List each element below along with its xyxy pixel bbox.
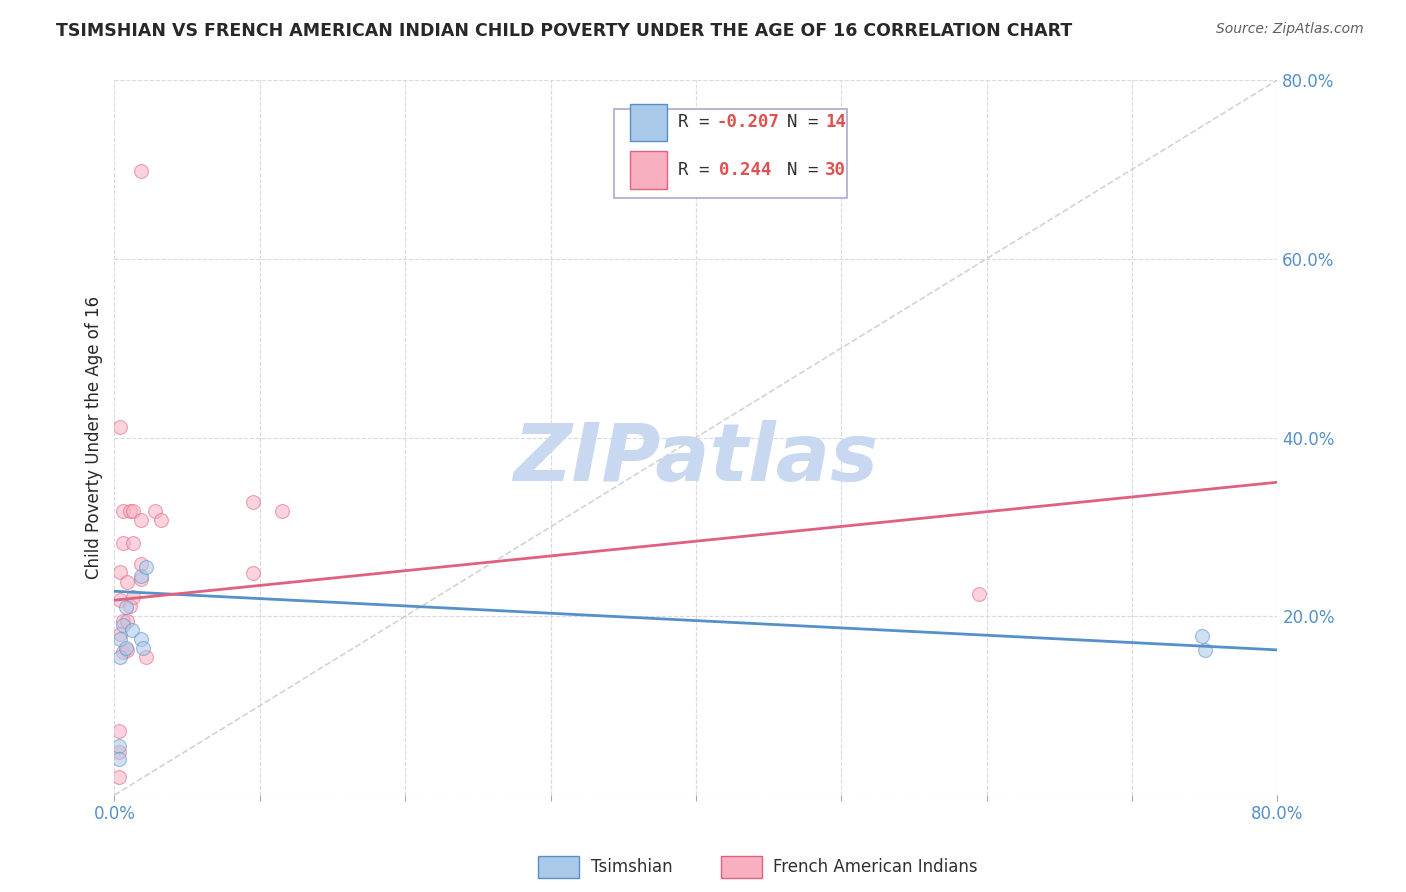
Text: ZIPatlas: ZIPatlas xyxy=(513,420,879,498)
Text: TSIMSHIAN VS FRENCH AMERICAN INDIAN CHILD POVERTY UNDER THE AGE OF 16 CORRELATIO: TSIMSHIAN VS FRENCH AMERICAN INDIAN CHIL… xyxy=(56,22,1073,40)
Point xyxy=(107,752,129,766)
Point xyxy=(112,614,135,628)
Point xyxy=(149,513,172,527)
Point xyxy=(107,770,129,784)
Point xyxy=(122,590,145,604)
Text: 14: 14 xyxy=(825,113,846,131)
FancyBboxPatch shape xyxy=(614,109,846,198)
Point xyxy=(1194,643,1216,657)
Point xyxy=(115,640,138,655)
Point xyxy=(242,566,264,581)
Point xyxy=(112,618,135,632)
Text: R =: R = xyxy=(679,161,720,179)
Point xyxy=(129,558,152,572)
Point xyxy=(117,575,139,590)
Text: N =: N = xyxy=(786,113,828,131)
Point xyxy=(110,632,132,646)
Text: N =: N = xyxy=(786,161,828,179)
Point xyxy=(110,627,132,641)
Point xyxy=(112,645,135,659)
Text: French American Indians: French American Indians xyxy=(773,858,979,876)
Point xyxy=(135,560,157,574)
Point xyxy=(129,164,152,178)
Point xyxy=(110,419,132,434)
Point xyxy=(129,572,152,586)
Text: Tsimshian: Tsimshian xyxy=(591,858,672,876)
FancyBboxPatch shape xyxy=(630,103,666,141)
Point xyxy=(122,536,145,550)
Point xyxy=(129,569,152,583)
Point xyxy=(107,745,129,759)
Point xyxy=(129,513,152,527)
Point xyxy=(121,623,143,637)
Point xyxy=(110,593,132,607)
Point xyxy=(120,599,142,613)
Y-axis label: Child Poverty Under the Age of 16: Child Poverty Under the Age of 16 xyxy=(86,296,103,579)
Point xyxy=(117,643,139,657)
Point xyxy=(107,739,129,753)
Point xyxy=(242,495,264,509)
Point xyxy=(270,504,292,518)
Point xyxy=(129,632,152,646)
Text: Source: ZipAtlas.com: Source: ZipAtlas.com xyxy=(1216,22,1364,37)
Text: 0.244: 0.244 xyxy=(718,161,772,179)
Point xyxy=(115,600,138,615)
Point xyxy=(122,504,145,518)
Text: 30: 30 xyxy=(825,161,846,179)
Point xyxy=(1191,629,1213,643)
Text: R =: R = xyxy=(679,113,720,131)
FancyBboxPatch shape xyxy=(630,152,666,189)
Point xyxy=(120,504,142,518)
Point xyxy=(107,723,129,738)
Point xyxy=(110,649,132,664)
Point xyxy=(117,614,139,628)
Point xyxy=(143,504,166,518)
Point xyxy=(112,536,135,550)
Point xyxy=(135,649,157,664)
Point xyxy=(112,504,135,518)
Text: -0.207: -0.207 xyxy=(717,113,780,131)
Point xyxy=(110,565,132,579)
Point xyxy=(132,640,155,655)
Point xyxy=(969,587,991,601)
